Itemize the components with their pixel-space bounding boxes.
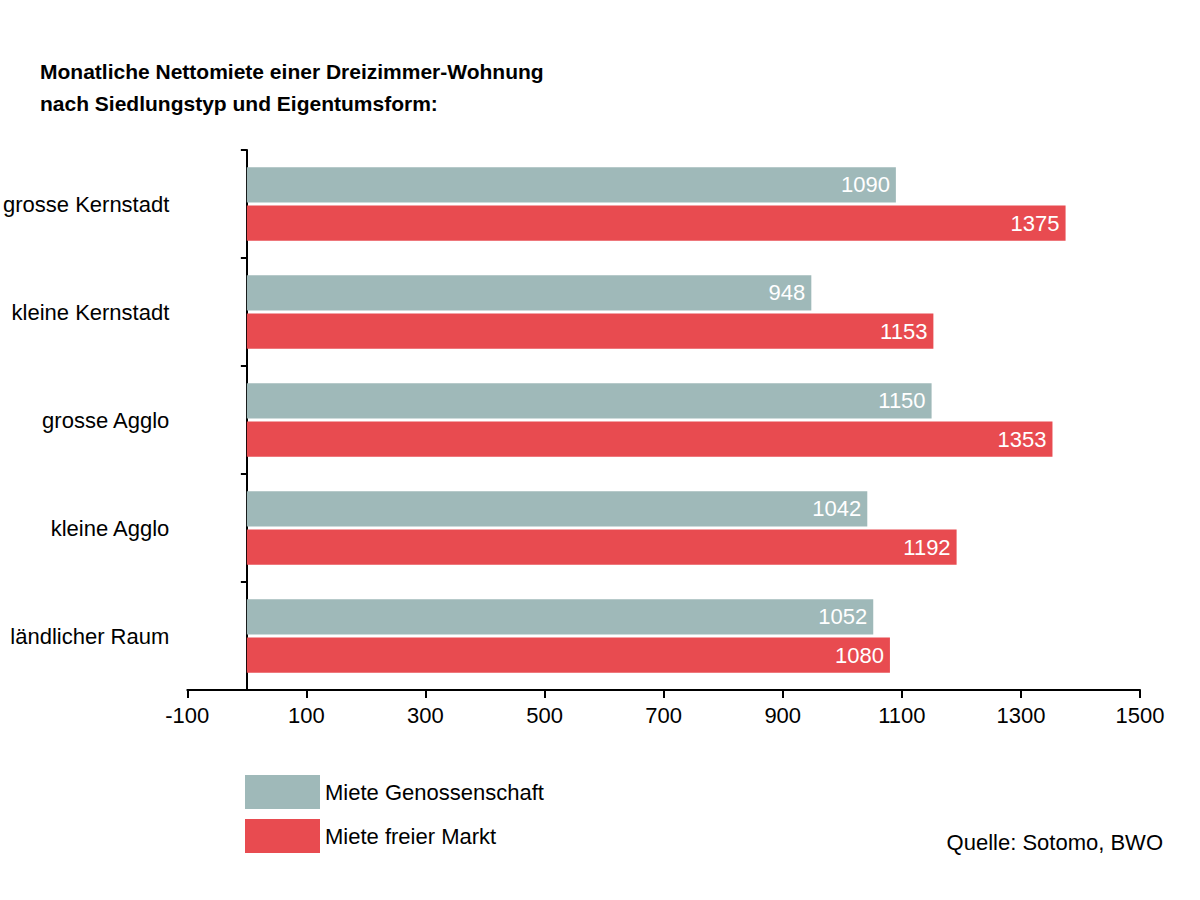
svg-text:1100: 1100 xyxy=(878,703,925,728)
svg-text:kleine Agglo: kleine Agglo xyxy=(51,516,170,541)
svg-text:948: 948 xyxy=(769,280,806,305)
svg-text:1052: 1052 xyxy=(818,604,867,629)
svg-text:1153: 1153 xyxy=(880,319,927,344)
svg-text:1042: 1042 xyxy=(812,496,861,521)
svg-text:nach Siedlungstyp und Eigentum: nach Siedlungstyp und Eigentumsform: xyxy=(40,92,438,115)
svg-text:kleine Kernstadt: kleine Kernstadt xyxy=(12,300,170,325)
svg-text:Quelle: Sotomo, BWO: Quelle: Sotomo, BWO xyxy=(947,830,1163,855)
svg-text:grosse Agglo: grosse Agglo xyxy=(42,408,169,433)
svg-text:500: 500 xyxy=(526,703,563,728)
svg-text:900: 900 xyxy=(764,703,801,728)
svg-text:1300: 1300 xyxy=(996,703,1045,728)
svg-text:1500: 1500 xyxy=(1116,703,1165,728)
svg-text:1090: 1090 xyxy=(841,172,890,197)
svg-text:1150: 1150 xyxy=(878,388,925,413)
svg-text:grosse Kernstadt: grosse Kernstadt xyxy=(3,192,169,217)
svg-text:1080: 1080 xyxy=(835,643,884,668)
svg-text:1375: 1375 xyxy=(1011,211,1060,236)
svg-text:1353: 1353 xyxy=(998,427,1047,452)
svg-text:Monatliche Nettomiete einer Dr: Monatliche Nettomiete einer Dreizimmer-W… xyxy=(40,60,544,83)
svg-text:Miete freier Markt: Miete freier Markt xyxy=(325,824,496,849)
svg-text:300: 300 xyxy=(407,703,444,728)
svg-text:1192: 1192 xyxy=(903,535,950,560)
svg-text:-100: -100 xyxy=(165,703,209,728)
svg-text:100: 100 xyxy=(288,703,325,728)
svg-text:Miete Genossenschaft: Miete Genossenschaft xyxy=(325,780,544,805)
svg-text:ländlicher Raum: ländlicher Raum xyxy=(10,624,169,649)
svg-text:700: 700 xyxy=(645,703,682,728)
